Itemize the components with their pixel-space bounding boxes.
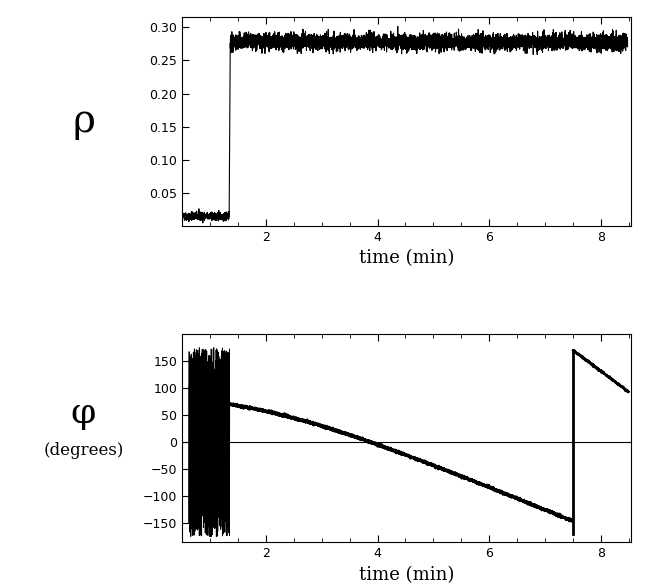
Text: ρ: ρ — [72, 103, 95, 140]
Text: φ: φ — [71, 396, 96, 430]
Text: (degrees): (degrees) — [43, 442, 124, 459]
X-axis label: time (min): time (min) — [359, 249, 454, 267]
X-axis label: time (min): time (min) — [359, 566, 454, 583]
